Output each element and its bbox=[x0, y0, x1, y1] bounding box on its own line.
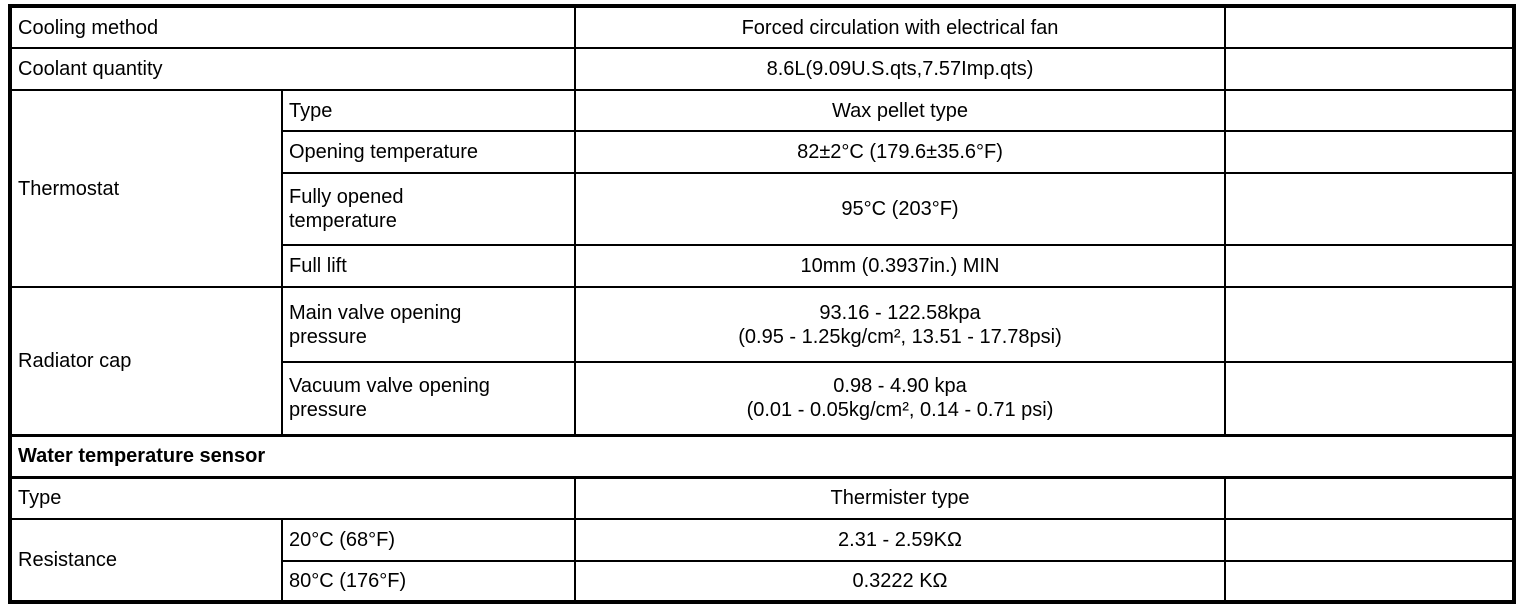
row-resistance-20c: Resistance 20°C (68°F) 2.31 - 2.59KΩ bbox=[9, 518, 1515, 603]
vacuum-valve-pressure-label: Vacuum valve opening pressure bbox=[281, 361, 576, 436]
empty-cell bbox=[1224, 130, 1515, 174]
row-main-valve-pressure: Radiator cap Main valve opening pressure… bbox=[9, 286, 1515, 436]
cooling-method-label: Cooling method bbox=[9, 5, 576, 49]
opening-temperature-value: 82±2°C (179.6±35.6°F) bbox=[574, 130, 1226, 174]
resistance-label: Resistance bbox=[9, 518, 283, 603]
main-valve-pressure-value: 93.16 - 122.58kpa (0.95 - 1.25kg/cm², 13… bbox=[574, 286, 1226, 363]
row-full-lift: Full lift 10mm (0.3937in.) MIN bbox=[10, 244, 1515, 288]
row-opening-temperature: Opening temperature 82±2°C (179.6±35.6°F… bbox=[10, 130, 1515, 174]
row-water-temperature-sensor-header: Water temperature sensor bbox=[9, 433, 1515, 479]
thermostat-label: Thermostat bbox=[9, 89, 283, 288]
fully-opened-temperature-label: Fully opened temperature bbox=[281, 172, 576, 246]
coolant-quantity-value: 8.6L(9.09U.S.qts,7.57Imp.qts) bbox=[574, 47, 1226, 91]
row-sensor-type: Type Thermister type bbox=[9, 476, 1515, 520]
resistance-80c-value: 0.3222 KΩ bbox=[574, 560, 1226, 603]
resistance-20c-value: 2.31 - 2.59KΩ bbox=[574, 518, 1226, 562]
empty-cell bbox=[1224, 244, 1515, 288]
empty-cell bbox=[1224, 5, 1515, 49]
water-temperature-sensor-header: Water temperature sensor bbox=[9, 433, 1515, 479]
opening-temperature-label: Opening temperature bbox=[281, 130, 576, 174]
full-lift-label: Full lift bbox=[281, 244, 576, 288]
sensor-type-value: Thermister type bbox=[574, 476, 1226, 520]
thermostat-type-value: Wax pellet type bbox=[574, 89, 1226, 132]
row-fully-opened-temperature: Fully opened temperature 95°C (203°F) bbox=[10, 172, 1515, 246]
cooling-system-spec-table: Cooling method Forced circulation with e… bbox=[8, 4, 1516, 604]
empty-cell bbox=[1224, 560, 1515, 603]
row-coolant-quantity: Coolant quantity 8.6L(9.09U.S.qts,7.57Im… bbox=[9, 47, 1515, 91]
empty-cell bbox=[1224, 476, 1515, 520]
resistance-20c-label: 20°C (68°F) bbox=[281, 518, 576, 562]
thermostat-type-label: Type bbox=[281, 89, 576, 132]
sensor-type-label: Type bbox=[9, 476, 576, 520]
radiator-cap-label: Radiator cap bbox=[9, 286, 283, 436]
full-lift-value: 10mm (0.3937in.) MIN bbox=[574, 244, 1226, 288]
cooling-method-value: Forced circulation with electrical fan bbox=[574, 5, 1226, 49]
empty-cell bbox=[1224, 361, 1515, 436]
resistance-80c-label: 80°C (176°F) bbox=[281, 560, 576, 603]
coolant-quantity-label: Coolant quantity bbox=[9, 47, 576, 91]
empty-cell bbox=[1224, 89, 1515, 132]
main-valve-pressure-label: Main valve opening pressure bbox=[281, 286, 576, 363]
empty-cell bbox=[1224, 172, 1515, 246]
empty-cell bbox=[1224, 286, 1515, 363]
vacuum-valve-pressure-value: 0.98 - 4.90 kpa (0.01 - 0.05kg/cm², 0.14… bbox=[574, 361, 1226, 436]
row-vacuum-valve-pressure: Vacuum valve opening pressure 0.98 - 4.9… bbox=[10, 361, 1515, 436]
fully-opened-temperature-value: 95°C (203°F) bbox=[574, 172, 1226, 246]
row-cooling-method: Cooling method Forced circulation with e… bbox=[9, 5, 1515, 49]
empty-cell bbox=[1224, 47, 1515, 91]
row-resistance-80c: 80°C (176°F) 0.3222 KΩ bbox=[10, 560, 1515, 603]
row-thermostat-type: Thermostat Type Wax pellet type bbox=[9, 89, 1515, 288]
empty-cell bbox=[1224, 518, 1515, 562]
